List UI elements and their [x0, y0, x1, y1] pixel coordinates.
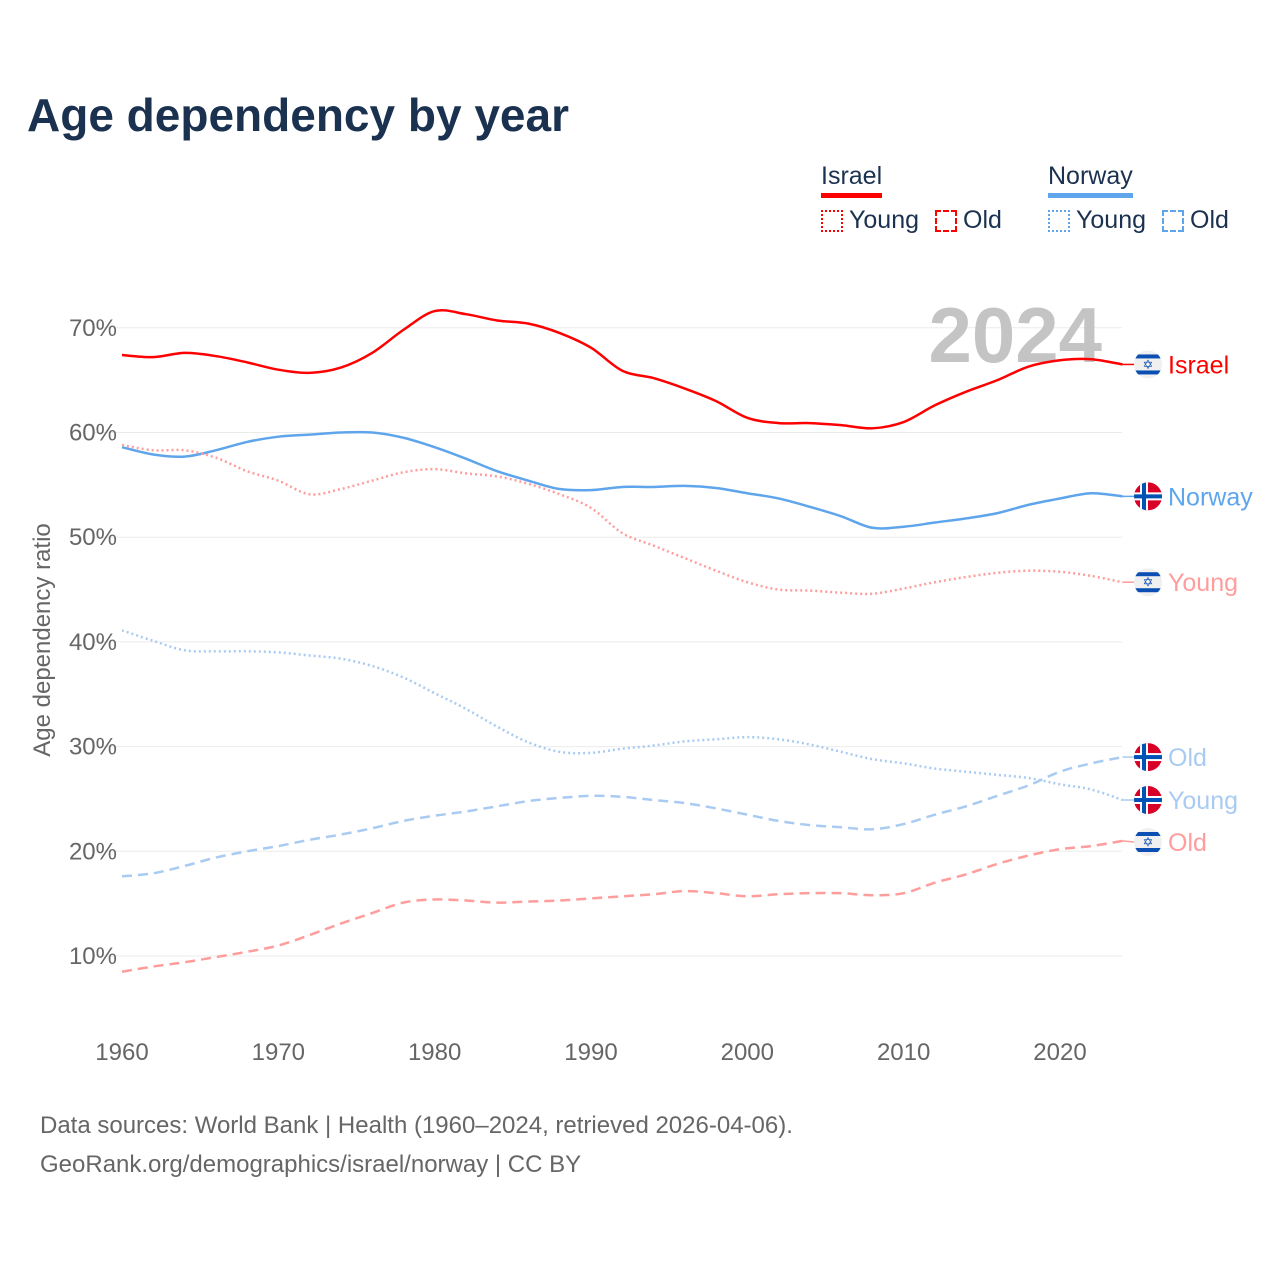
end-label: Old — [1168, 744, 1207, 772]
chart-title: Age dependency by year — [27, 89, 569, 141]
dotted-swatch-icon — [821, 209, 843, 232]
dotted-swatch-icon — [1048, 209, 1070, 232]
y-tick-label: 20% — [69, 838, 117, 865]
y-tick-label: 70% — [69, 315, 117, 342]
label-connector — [1122, 840, 1135, 843]
series-line-israel[interactable] — [121, 308, 1123, 430]
israel-flag-icon: ✡ — [1134, 568, 1162, 597]
x-tick-label: 2020 — [1033, 1039, 1086, 1066]
y-tick-label: 60% — [69, 420, 117, 447]
legend-group-israel: Israel Young Old — [821, 162, 1018, 235]
end-label: Young — [1168, 569, 1238, 597]
legend-group-norway: Norway Young Old — [1048, 162, 1245, 235]
y-tick-label: 40% — [69, 629, 117, 656]
x-tick-label: 1990 — [564, 1039, 617, 1066]
series-line-israel-old[interactable] — [121, 839, 1123, 973]
x-tick-label: 1960 — [95, 1039, 148, 1066]
year-watermark: 2024 — [928, 291, 1102, 379]
legend-norway-young[interactable]: Young — [1048, 206, 1146, 235]
svg-text:✡: ✡ — [1143, 834, 1154, 849]
legend-israel-old[interactable]: Old — [935, 206, 1002, 235]
series-line-norway-old[interactable] — [121, 755, 1123, 878]
series-line-norway[interactable] — [121, 430, 1123, 530]
y-tick-label: 50% — [69, 524, 117, 551]
x-tick-label: 2010 — [877, 1039, 930, 1066]
y-tick-label: 10% — [69, 943, 117, 970]
y-axis-label: Age dependency ratio — [29, 523, 56, 757]
dashed-swatch-icon — [935, 209, 957, 232]
israel-flag-icon: ✡ — [1134, 350, 1162, 379]
svg-text:✡: ✡ — [1143, 357, 1154, 372]
series-line-norway-young[interactable] — [121, 629, 1123, 802]
x-tick-label: 1980 — [408, 1039, 461, 1066]
norway-flag-icon — [1134, 482, 1162, 511]
legend-norway-label: Norway — [1048, 162, 1133, 198]
dashed-swatch-icon — [1162, 209, 1184, 232]
norway-flag-icon — [1134, 785, 1162, 814]
attribution-link[interactable]: GeoRank.org/demographics/israel/norway |… — [40, 1151, 582, 1178]
end-label: Young — [1168, 787, 1238, 815]
legend-israel-young[interactable]: Young — [821, 206, 919, 235]
end-label: Israel — [1168, 351, 1229, 379]
norway-flag-icon — [1134, 743, 1162, 772]
israel-flag-icon: ✡ — [1134, 827, 1162, 856]
legend-norway-old[interactable]: Old — [1162, 206, 1229, 235]
legend-israel-label: Israel — [821, 162, 883, 198]
end-label: Old — [1168, 829, 1207, 857]
footer: Data sources: World Bank | Health (1960–… — [40, 1106, 793, 1184]
x-tick-label: 2000 — [721, 1039, 774, 1066]
x-tick-label: 1970 — [252, 1039, 305, 1066]
y-tick-label: 30% — [69, 734, 117, 761]
svg-text:✡: ✡ — [1143, 575, 1154, 590]
end-label: Norway — [1168, 483, 1253, 511]
data-source: Data sources: World Bank | Health (1960–… — [40, 1112, 793, 1139]
series-line-israel-young[interactable] — [121, 443, 1123, 596]
